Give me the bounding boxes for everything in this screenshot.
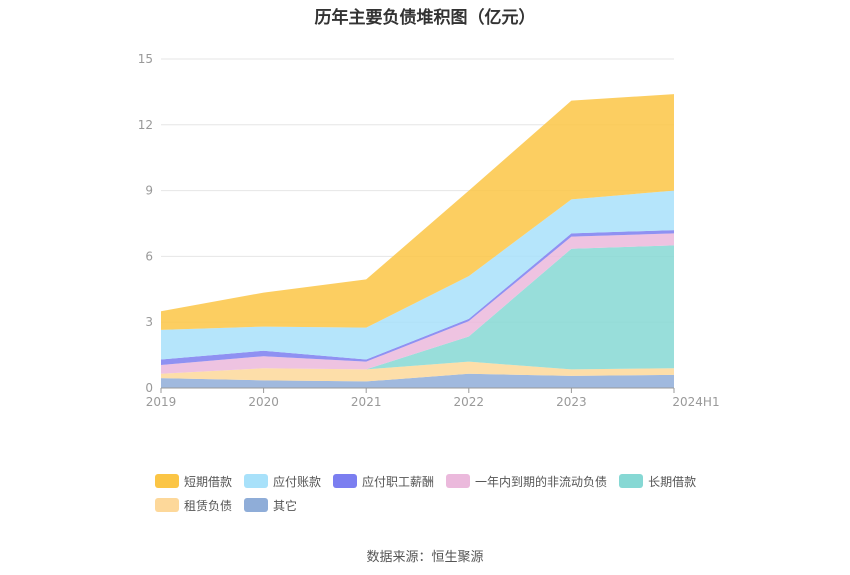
y-tick-label: 12	[138, 118, 153, 132]
legend-swatch	[155, 498, 179, 512]
legend-item[interactable]: 应付职工薪酬	[333, 472, 434, 490]
legend-label: 应付职工薪酬	[362, 474, 435, 489]
area-series-3	[161, 233, 674, 374]
legend-swatch	[333, 474, 358, 488]
area-series-0	[161, 373, 674, 388]
x-tick-label: 2021	[351, 395, 382, 409]
legend-label: 应付账款	[273, 474, 322, 489]
legend-item[interactable]: 其它	[244, 496, 297, 514]
x-tick-label: 2024H1	[672, 395, 719, 409]
legend: 短期借款 应付账款 应付职工薪酬 一年内到期的非流动负债 长期借款租赁负债 其它	[155, 472, 775, 514]
y-tick-label: 15	[138, 52, 153, 66]
legend-item[interactable]: 租赁负债	[155, 496, 232, 514]
legend-swatch	[244, 498, 269, 512]
legend-swatch	[446, 474, 471, 488]
legend-item[interactable]: 长期借款	[619, 472, 696, 490]
chart-title: 历年主要负债堆积图（亿元）	[314, 8, 536, 28]
legend-item[interactable]: 应付账款	[244, 472, 321, 490]
area-series-1	[161, 361, 674, 382]
legend-swatch	[244, 474, 269, 488]
y-tick-label: 3	[145, 315, 153, 329]
legend-label: 一年内到期的非流动负债	[475, 474, 608, 489]
x-tick-label: 2023	[556, 395, 587, 409]
area-series-6	[161, 94, 674, 330]
y-tick-label: 0	[145, 381, 153, 395]
legend-item[interactable]: 一年内到期的非流动负债	[446, 472, 607, 490]
legend-swatch	[619, 474, 644, 488]
legend-label: 租赁负债	[184, 498, 233, 513]
area-series-2	[161, 245, 674, 374]
x-tick-label: 2022	[454, 395, 485, 409]
y-tick-label: 6	[145, 249, 153, 263]
x-tick-label: 2019	[146, 395, 177, 409]
legend-label: 其它	[273, 498, 298, 513]
stacked-area-chart: 0 3 6 9 12 15 2019 2020 2021 2022 2023 2024H1	[138, 52, 720, 409]
x-tick-label: 2020	[248, 395, 279, 409]
legend-label: 长期借款	[648, 474, 697, 489]
data-source: 数据来源：恒生聚源	[366, 550, 484, 565]
area-series-5	[161, 190, 674, 360]
legend-item[interactable]: 短期借款	[155, 472, 232, 490]
y-tick-label: 9	[145, 184, 153, 198]
area-series	[161, 94, 674, 388]
legend-swatch	[155, 474, 179, 488]
axes: 0 3 6 9 12 15 2019 2020 2021 2022 2023 2024H1	[138, 52, 720, 409]
legend-label: 短期借款	[184, 474, 233, 489]
